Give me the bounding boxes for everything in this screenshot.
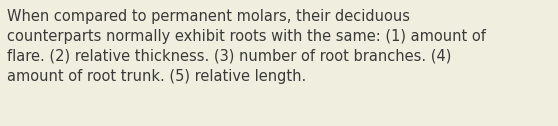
Text: When compared to permanent molars, their deciduous
counterparts normally exhibit: When compared to permanent molars, their…	[7, 9, 486, 84]
